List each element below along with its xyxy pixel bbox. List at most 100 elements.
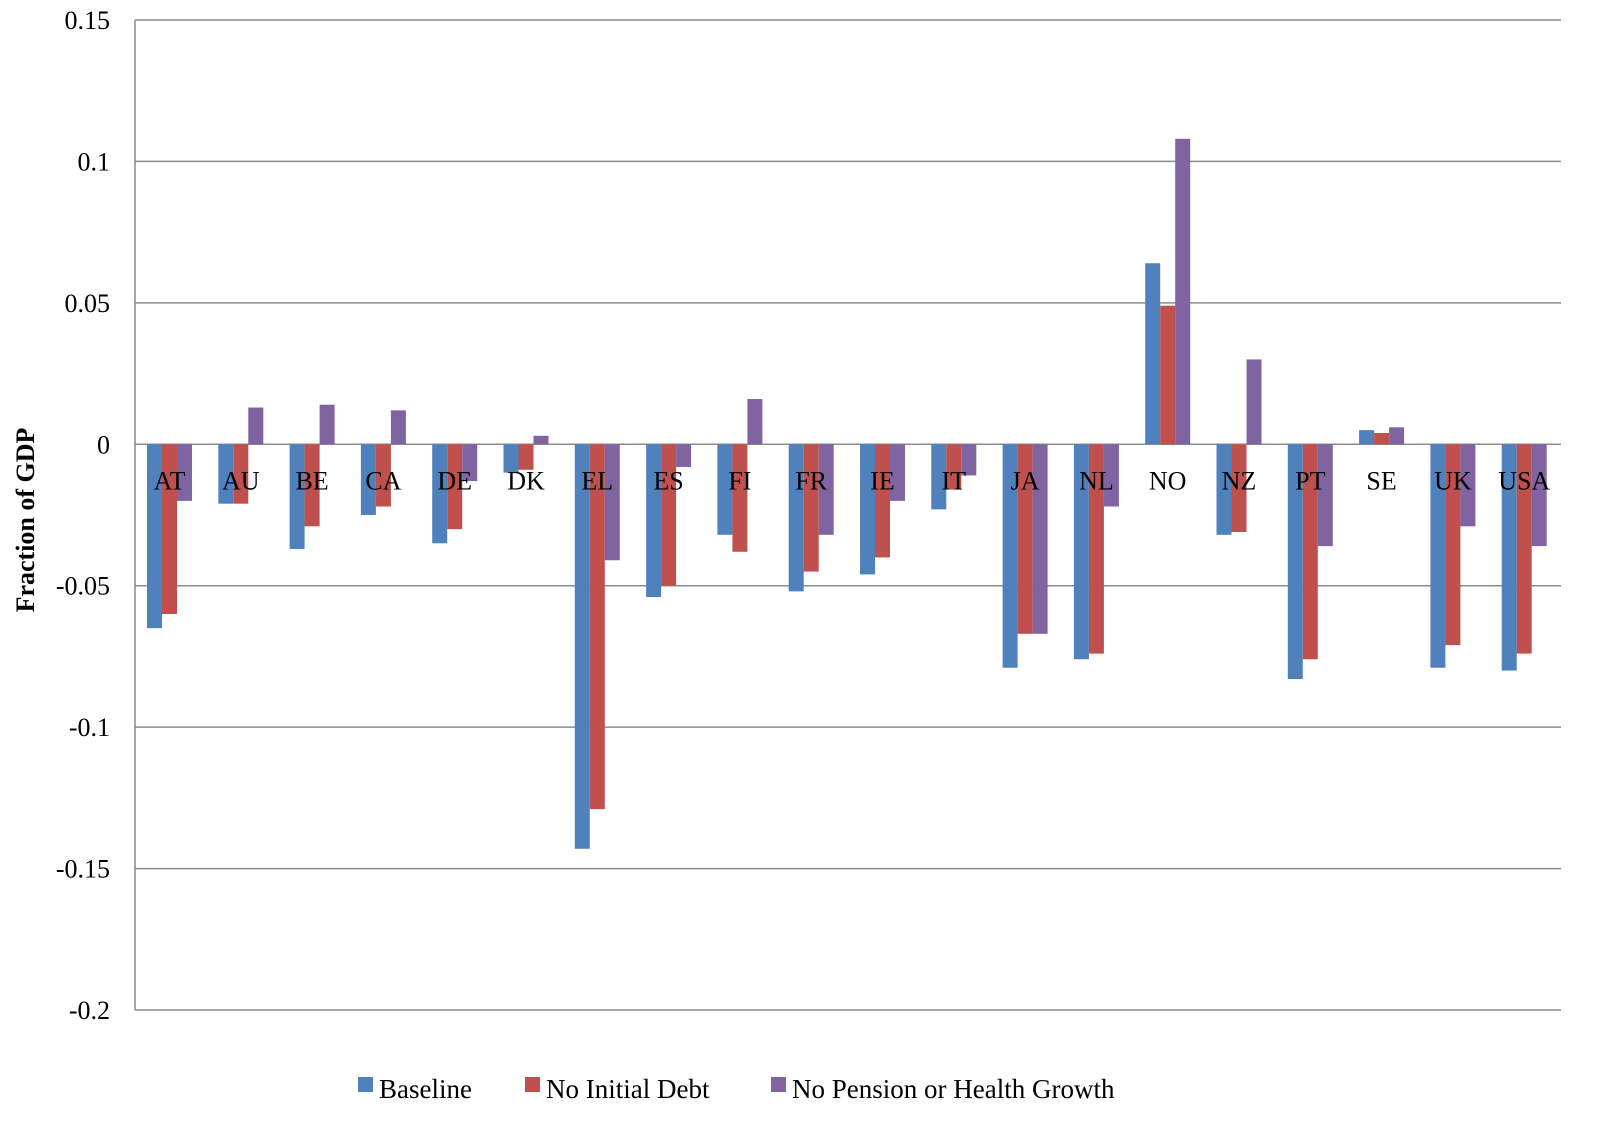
bar-fi-series-1 [717,444,733,535]
bar-no-series-2 [1160,305,1176,445]
bar-se-series-2 [1374,432,1390,445]
y-tick-label: 0.05 [65,289,111,318]
bar-be-series-3 [319,404,335,445]
y-tick-label: -0.15 [56,855,110,884]
legend-swatch [358,1077,373,1092]
bar-ca-series-1 [360,444,376,515]
bar-nl-series-3 [1103,444,1119,507]
bar-el-series-3 [604,444,620,561]
bar-nz-series-3 [1246,359,1262,445]
bar-pt-series-2 [1302,444,1318,660]
category-label: FI [728,466,751,495]
category-label: PT [1295,466,1325,495]
category-label: ES [653,466,683,495]
bar-it-series-3 [961,444,977,476]
y-tick-label: 0 [97,430,110,459]
category-label: SE [1366,466,1396,495]
category-label: JA [1011,466,1040,495]
category-label: IT [942,466,967,495]
legend-label: No Initial Debt [546,1074,710,1104]
bar-nl-series-2 [1088,444,1104,654]
category-label: IE [870,466,895,495]
bar-ie-series-1 [860,444,875,575]
y-axis-ticks: 0.15 0.1 0.05 0 -0.05 -0.1 -0.15 -0.2 [56,6,110,1025]
category-label: DE [437,466,472,495]
bar-el-series-2 [589,444,605,810]
bar-at-series-3 [177,444,192,501]
bar-at-series-1 [147,444,162,629]
bar-ie-series-2 [875,444,890,558]
bar-pt-series-1 [1287,444,1303,680]
bar-ca-series-2 [375,444,391,507]
bar-ie-series-3 [890,444,905,501]
bar-de-series-1 [432,444,448,544]
bar-es-series-3 [676,444,692,467]
legend: Baseline No Initial Debt No Pension or Hea… [358,1074,1115,1104]
category-label: NL [1079,466,1114,495]
bar-el-series-1 [574,444,590,849]
bar-nz-series-1 [1216,444,1232,535]
category-labels: AT AU BE CA DE DK EL ES FI FR IE IT JA NL NO NZ PT SE UK US… [154,466,1551,495]
category-label: AT [154,466,186,495]
bar-dk-series-2 [518,444,534,470]
bar-dk-series-3 [533,435,549,445]
bar-ja-series-1 [1002,444,1018,668]
bar-se-series-1 [1359,430,1375,445]
bar-usa-series-1 [1501,444,1517,671]
bar-fi-series-2 [732,444,748,552]
category-label: BE [295,466,328,495]
bar-it-series-2 [946,444,962,490]
bar-be-series-1 [289,444,305,549]
bar-uk-series-1 [1430,444,1446,668]
bar-usa-series-3 [1531,444,1547,547]
y-tick-label: -0.05 [56,572,110,601]
category-label: UK [1434,466,1472,495]
bar-fi-series-3 [747,399,763,445]
y-tick-label: 0.1 [78,147,111,176]
bar-it-series-1 [931,444,947,510]
legend-label: No Pension or Health Growth [792,1074,1115,1104]
y-tick-label: -0.1 [69,713,110,742]
bar-uk-series-3 [1460,444,1476,527]
legend-swatch [771,1077,786,1092]
bar-ja-series-2 [1017,444,1033,634]
y-tick-label: -0.2 [69,996,110,1025]
bar-nz-series-2 [1231,444,1247,532]
bar-fr-series-3 [818,444,834,535]
bar-fr-series-2 [803,444,819,572]
bars [147,138,1547,849]
bar-dk-series-1 [503,444,519,473]
bar-pt-series-3 [1317,444,1333,547]
bar-de-series-2 [447,444,463,530]
bar-se-series-3 [1389,427,1405,445]
bar-be-series-2 [304,444,320,527]
bar-de-series-3 [462,444,478,482]
category-label: NZ [1222,466,1257,495]
bar-no-series-1 [1145,263,1161,445]
category-label: EL [581,466,613,495]
bar-au-series-2 [233,444,249,504]
bar-es-series-2 [661,444,677,586]
bar-fr-series-1 [788,444,804,592]
bar-at-series-2 [162,444,177,614]
bar-nl-series-1 [1073,444,1089,660]
bar-es-series-1 [646,444,662,598]
gridlines [134,19,1561,1011]
bar-usa-series-2 [1516,444,1532,654]
category-label: USA [1498,466,1550,495]
category-label: AU [222,466,260,495]
category-label: DK [507,466,545,495]
category-label: CA [365,466,401,495]
bar-no-series-3 [1175,138,1191,445]
bar-au-series-1 [218,444,234,504]
bar-ca-series-3 [390,410,406,445]
category-label: NO [1149,466,1187,495]
category-label: FR [795,466,827,495]
legend-swatch [525,1077,540,1092]
legend-label: Baseline [379,1074,472,1104]
y-axis-label: Fraction of GDP [11,427,40,612]
bar-au-series-3 [248,407,264,445]
y-tick-label: 0.15 [65,6,111,35]
